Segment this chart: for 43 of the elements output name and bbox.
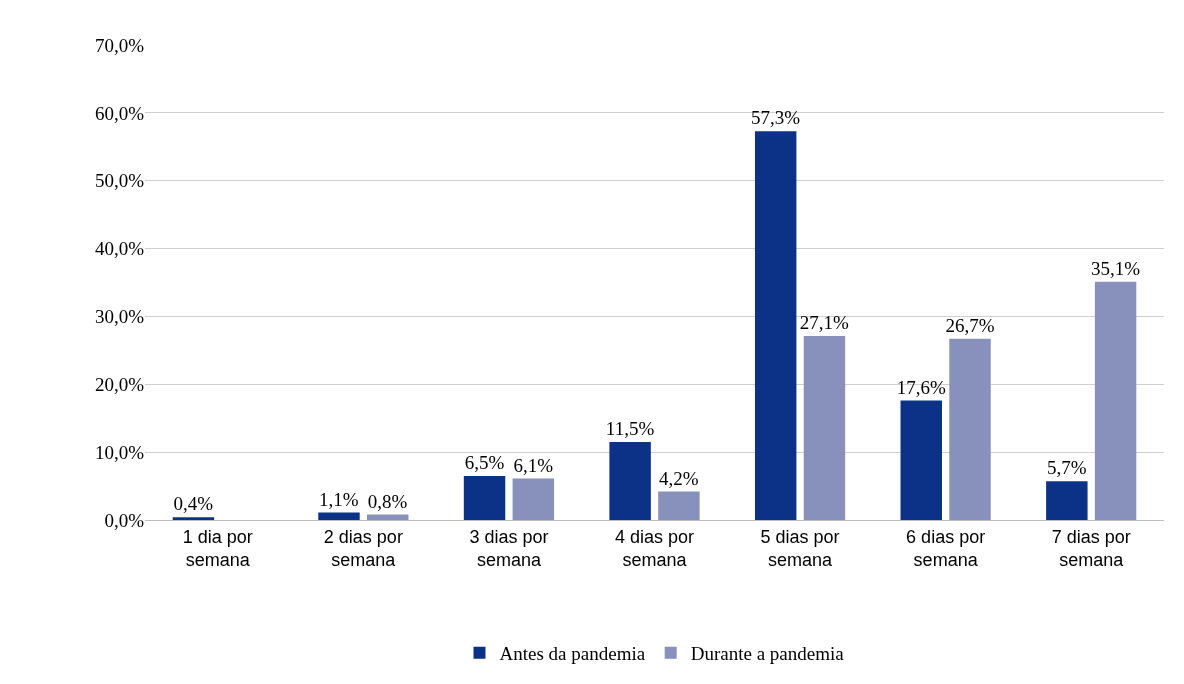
x-tick-label: 2 dias por semana — [323, 526, 403, 570]
y-tick-label: 0,0% — [104, 509, 145, 531]
y-tick-label: 30,0% — [94, 306, 145, 328]
x-tick-label: 3 dias por semana — [469, 526, 549, 570]
data-label: 35,1% — [1090, 257, 1141, 279]
data-label: 17,6% — [896, 376, 946, 398]
data-label: 0,8% — [367, 490, 408, 512]
x-tick-label: 5 dias por semana — [760, 526, 840, 570]
bar — [1046, 481, 1088, 520]
bar — [658, 491, 700, 520]
bar — [609, 441, 651, 520]
y-tick-label: 20,0% — [94, 373, 145, 395]
data-label: 26,7% — [945, 314, 995, 336]
data-label: 0,4% — [173, 493, 214, 515]
legend-label: Durante a pandemia — [690, 643, 845, 665]
bar — [1094, 281, 1137, 520]
bar — [463, 475, 506, 520]
bar — [367, 514, 409, 520]
y-tick-label: 10,0% — [94, 441, 145, 463]
x-tick-label: 1 dia por semana — [182, 526, 253, 570]
x-tick-label: 6 dias por semana — [906, 526, 986, 570]
bar — [512, 478, 555, 520]
y-tick-label: 70,0% — [94, 34, 145, 56]
legend-label: Antes da pandemia — [499, 643, 646, 665]
y-tick-label: 60,0% — [94, 102, 145, 124]
bar — [803, 336, 846, 520]
data-label: 6,1% — [513, 454, 554, 476]
data-label: 27,1% — [799, 312, 850, 334]
data-label: 5,7% — [1046, 457, 1087, 479]
data-label: 6,5% — [464, 451, 505, 473]
y-tick-label: 40,0% — [94, 238, 145, 260]
bar — [900, 400, 942, 520]
bar — [949, 338, 991, 520]
bar — [754, 131, 797, 520]
data-label: 1,1% — [319, 488, 359, 510]
y-tick-label: 50,0% — [94, 170, 145, 192]
x-tick-label: 7 dias por semana — [1051, 526, 1131, 570]
data-label: 57,3% — [751, 107, 801, 129]
data-label: 11,5% — [605, 417, 655, 439]
bar — [318, 512, 360, 520]
x-tick-label: 4 dias por semana — [614, 526, 695, 570]
data-label: 4,2% — [659, 467, 699, 489]
bar — [172, 517, 215, 520]
